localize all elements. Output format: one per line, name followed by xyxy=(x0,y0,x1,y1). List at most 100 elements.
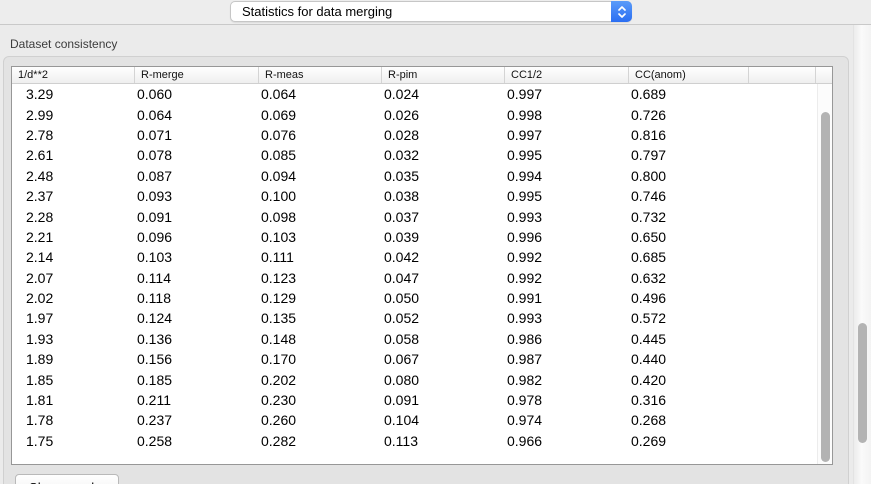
table-row[interactable]: 1.75 0.258 0.282 0.113 0.966 0.269 xyxy=(12,431,832,451)
table-row[interactable]: 2.78 0.071 0.076 0.028 0.997 0.816 xyxy=(12,125,832,145)
table-row[interactable]: 2.28 0.091 0.098 0.037 0.993 0.732 xyxy=(12,206,832,226)
table-cell: 0.026 xyxy=(384,106,420,123)
table-row[interactable]: 2.21 0.096 0.103 0.039 0.996 0.650 xyxy=(12,227,832,247)
table-scrollbar[interactable] xyxy=(817,84,832,464)
table-cell: 0.114 xyxy=(137,269,171,286)
column-header-cc-anom[interactable]: CC(anom) xyxy=(629,67,749,83)
table-cell: 0.445 xyxy=(631,330,667,347)
column-header-1-d-2[interactable]: 1/d**2 xyxy=(12,67,135,83)
table-cell: 2.28 xyxy=(26,208,54,225)
window-scrollbar[interactable] xyxy=(853,25,871,484)
table-cell: 0.113 xyxy=(384,432,418,449)
table-cell: 2.21 xyxy=(26,228,54,245)
table-cell: 0.982 xyxy=(507,371,543,388)
table-cell: 0.104 xyxy=(384,412,420,429)
table-cell: 1.75 xyxy=(26,432,54,449)
table-cell: 0.685 xyxy=(631,249,667,266)
chevron-up-down-icon xyxy=(611,1,632,22)
table-cell: 0.093 xyxy=(137,188,173,205)
table-scrollbar-thumb[interactable] xyxy=(821,112,830,462)
table-cell: 2.61 xyxy=(26,147,54,164)
table-cell: 0.052 xyxy=(384,310,420,327)
table-cell: 0.071 xyxy=(137,126,173,143)
table-cell: 0.993 xyxy=(507,310,543,327)
table-cell: 0.123 xyxy=(261,269,297,286)
table-cell: 0.986 xyxy=(507,330,543,347)
table-cell: 0.202 xyxy=(261,371,297,388)
table-cell: 2.99 xyxy=(26,106,54,123)
table-cell: 0.135 xyxy=(261,310,297,327)
table-cell: 0.103 xyxy=(261,228,297,245)
table-cell: 0.978 xyxy=(507,392,543,409)
table-cell: 2.78 xyxy=(26,126,54,143)
column-header-r-meas[interactable]: R-meas xyxy=(259,67,382,83)
table-cell: 0.992 xyxy=(507,249,543,266)
table-cell: 0.064 xyxy=(261,86,297,103)
table-cell: 0.966 xyxy=(507,432,543,449)
table-cell: 0.797 xyxy=(631,147,667,164)
table-row[interactable]: 2.14 0.103 0.111 0.042 0.992 0.685 xyxy=(12,247,832,267)
table-cell: 0.732 xyxy=(631,208,667,225)
table-cell: 2.48 xyxy=(26,167,54,184)
table-cell: 0.268 xyxy=(631,412,667,429)
table-cell: 0.069 xyxy=(261,106,297,123)
window-scrollbar-thumb[interactable] xyxy=(858,323,867,443)
table-cell: 0.087 xyxy=(137,167,173,184)
table-row[interactable]: 2.48 0.087 0.094 0.035 0.994 0.800 xyxy=(12,166,832,186)
dropdown-selected-value: Statistics for data merging xyxy=(242,4,393,19)
table-row[interactable]: 1.81 0.211 0.230 0.091 0.978 0.316 xyxy=(12,390,832,410)
table-cell: 0.211 xyxy=(137,392,171,409)
table-cell: 0.726 xyxy=(631,106,667,123)
table-cell: 0.269 xyxy=(631,432,667,449)
table-cell: 0.237 xyxy=(137,412,173,429)
table-cell: 1.97 xyxy=(26,310,54,327)
table-row[interactable]: 2.02 0.118 0.129 0.050 0.991 0.496 xyxy=(12,288,832,308)
table-row[interactable]: 2.07 0.114 0.123 0.047 0.992 0.632 xyxy=(12,268,832,288)
table-cell: 1.93 xyxy=(26,330,54,347)
dataset-consistency-group: 1/d**2 R-merge R-meas R-pim CC1/2 CC(anom) 3.… xyxy=(3,56,849,484)
table-cell: 3.29 xyxy=(26,86,54,103)
table-cell: 0.987 xyxy=(507,351,543,368)
table-cell: 0.185 xyxy=(137,371,173,388)
table-cell: 0.050 xyxy=(384,290,420,307)
table-row[interactable]: 1.89 0.156 0.170 0.067 0.987 0.440 xyxy=(12,349,832,369)
table-cell: 0.064 xyxy=(137,106,173,123)
table-cell: 0.035 xyxy=(384,167,420,184)
table-body: 3.29 0.060 0.064 0.024 0.997 0.689 2.99 0.064 0.… xyxy=(12,84,832,464)
table-cell: 0.974 xyxy=(507,412,543,429)
column-header-cc1-2[interactable]: CC1/2 xyxy=(505,67,629,83)
column-header-r-pim[interactable]: R-pim xyxy=(382,67,505,83)
table-cell: 0.038 xyxy=(384,188,420,205)
table-cell: 0.124 xyxy=(137,310,173,327)
statistics-dropdown[interactable]: Statistics for data merging xyxy=(230,1,632,22)
table-row[interactable]: 1.78 0.237 0.260 0.104 0.974 0.268 xyxy=(12,410,832,430)
table-cell: 0.156 xyxy=(137,351,173,368)
table-row[interactable]: 3.29 0.060 0.064 0.024 0.997 0.689 xyxy=(12,84,832,104)
table-header: 1/d**2 R-merge R-meas R-pim CC1/2 CC(anom) xyxy=(12,67,832,84)
table-row[interactable]: 2.61 0.078 0.085 0.032 0.995 0.797 xyxy=(12,145,832,165)
table-cell: 0.800 xyxy=(631,167,667,184)
table-cell: 0.058 xyxy=(384,330,420,347)
table-row[interactable]: 2.99 0.064 0.069 0.026 0.998 0.726 xyxy=(12,104,832,124)
table-row[interactable]: 1.85 0.185 0.202 0.080 0.982 0.420 xyxy=(12,369,832,389)
table-row[interactable]: 1.97 0.124 0.135 0.052 0.993 0.572 xyxy=(12,308,832,328)
table-cell: 0.028 xyxy=(384,126,420,143)
toolbar: Statistics for data merging xyxy=(0,0,871,25)
table-cell: 1.78 xyxy=(26,412,54,429)
table-cell: 0.997 xyxy=(507,126,543,143)
column-header-r-merge[interactable]: R-merge xyxy=(135,67,259,83)
table-cell: 0.100 xyxy=(261,188,297,205)
table-cell: 0.047 xyxy=(384,269,420,286)
table-cell: 2.37 xyxy=(26,188,54,205)
table-cell: 0.078 xyxy=(137,147,173,164)
table-cell: 0.111 xyxy=(261,249,294,266)
table-row[interactable]: 2.37 0.093 0.100 0.038 0.995 0.746 xyxy=(12,186,832,206)
show-graphs-button[interactable]: Show graphs xyxy=(15,474,119,484)
table-cell: 0.067 xyxy=(384,351,420,368)
table-cell: 0.024 xyxy=(384,86,420,103)
table-cell: 0.994 xyxy=(507,167,543,184)
table-cell: 0.998 xyxy=(507,106,543,123)
table-cell: 0.420 xyxy=(631,371,667,388)
table-row[interactable]: 1.93 0.136 0.148 0.058 0.986 0.445 xyxy=(12,329,832,349)
